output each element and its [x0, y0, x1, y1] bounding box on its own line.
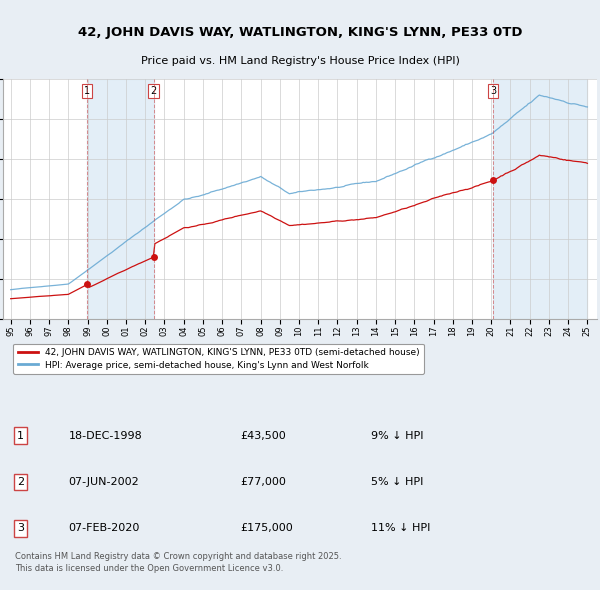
Text: 1: 1 — [17, 431, 25, 441]
Text: £175,000: £175,000 — [241, 523, 293, 533]
Text: 2: 2 — [151, 86, 157, 96]
Text: 07-JUN-2002: 07-JUN-2002 — [68, 477, 139, 487]
Text: 3: 3 — [17, 523, 25, 533]
Text: 9% ↓ HPI: 9% ↓ HPI — [371, 431, 424, 441]
Bar — [493, 79, 587, 319]
Text: Contains HM Land Registry data © Crown copyright and database right 2025.
This d: Contains HM Land Registry data © Crown c… — [15, 552, 341, 573]
Bar — [87, 79, 154, 319]
Text: 1: 1 — [84, 86, 90, 96]
Text: 3: 3 — [490, 86, 496, 96]
Text: 11% ↓ HPI: 11% ↓ HPI — [371, 523, 431, 533]
Text: 42, JOHN DAVIS WAY, WATLINGTON, KING'S LYNN, PE33 0TD: 42, JOHN DAVIS WAY, WATLINGTON, KING'S L… — [78, 26, 522, 39]
Text: 2: 2 — [17, 477, 25, 487]
Text: £77,000: £77,000 — [241, 477, 286, 487]
Text: 18-DEC-1998: 18-DEC-1998 — [68, 431, 142, 441]
Legend: 42, JOHN DAVIS WAY, WATLINGTON, KING'S LYNN, PE33 0TD (semi-detached house), HPI: 42, JOHN DAVIS WAY, WATLINGTON, KING'S L… — [13, 343, 424, 374]
Text: 07-FEB-2020: 07-FEB-2020 — [68, 523, 140, 533]
Text: £43,500: £43,500 — [241, 431, 286, 441]
Text: Price paid vs. HM Land Registry's House Price Index (HPI): Price paid vs. HM Land Registry's House … — [140, 56, 460, 66]
Text: 5% ↓ HPI: 5% ↓ HPI — [371, 477, 424, 487]
